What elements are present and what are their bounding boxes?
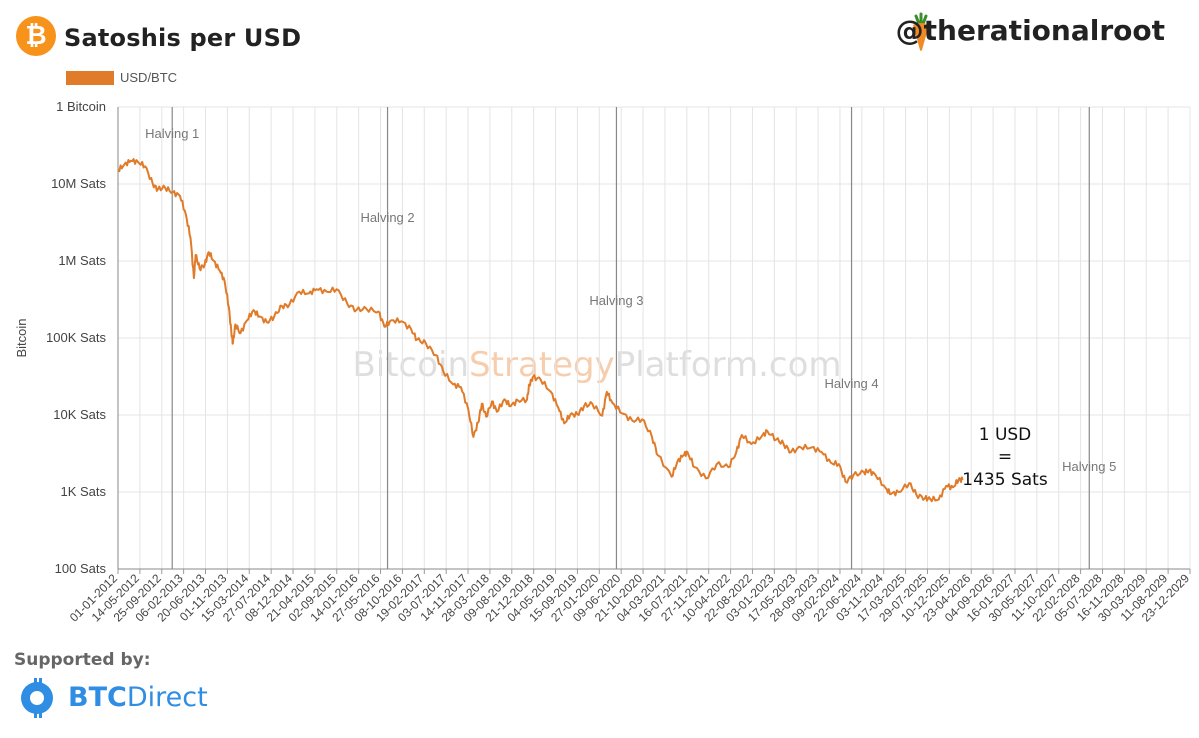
y-tick-label: 1K Sats	[60, 484, 106, 499]
y-tick-label: 1M Sats	[58, 253, 106, 268]
series-area	[117, 158, 964, 503]
sponsor-name-bold: BTC	[68, 682, 127, 713]
watermark-part-1: Bitcoin	[352, 345, 469, 385]
gridlines	[117, 106, 1191, 570]
y-axis-label: Bitcoin	[14, 318, 29, 357]
chart-legend[interactable]: USD/BTC	[66, 70, 177, 85]
bitcoin-logo-icon: ₿	[16, 16, 56, 56]
y-tick-label: 100 Sats	[55, 561, 107, 576]
current-value-annotation: 1 USD= 1435 Sats	[962, 425, 1048, 490]
y-tick-label: 1 Bitcoin	[56, 99, 106, 114]
halving-label: Halving 1	[145, 126, 199, 141]
legend-swatch	[66, 70, 114, 85]
chart-title: Satoshis per USD	[64, 24, 302, 52]
author-handle: @therationalroot	[895, 14, 1165, 47]
legend-label: USD/BTC	[120, 70, 178, 85]
carrot-icon	[913, 12, 929, 51]
watermark-text: BitcoinStrategyPlatform.com	[352, 345, 841, 385]
annotation-line-3: 1435 Sats	[962, 470, 1048, 490]
annotation-line-2: =	[998, 447, 1012, 467]
halving-label: Halving 2	[360, 210, 414, 225]
watermark-part-3: Platform.com	[615, 345, 842, 385]
halving-label: Halving 4	[824, 376, 878, 391]
series-line-usd-btc	[117, 158, 964, 503]
halving-lines: Halving 1 Halving 2 Halving 3 Halving 4 Halv…	[145, 107, 1116, 569]
halving-label: Halving 3	[589, 293, 643, 308]
sponsor-logo-text[interactable]: BTCDirect	[68, 682, 208, 713]
y-tick-label: 10M Sats	[51, 176, 106, 191]
supported-by-label: Supported by:	[14, 650, 151, 670]
y-tick-label: 10K Sats	[53, 407, 106, 422]
annotation-line-1: 1 USD	[979, 425, 1032, 445]
btcdirect-logo-icon	[21, 678, 53, 718]
y-tick-label: 100K Sats	[46, 330, 106, 345]
chart-plot: BitcoinStrategyPlatform.com Halving 1Hal…	[14, 99, 1192, 625]
halving-label: Halving 5	[1062, 459, 1116, 474]
watermark: BitcoinStrategyPlatform.com	[352, 345, 841, 385]
x-axis-ticks: 01-01-201214-05-201225-09-201206-02-2013…	[67, 569, 1192, 625]
sponsor-name-light: Direct	[126, 682, 208, 713]
watermark-part-2: Strategy	[469, 345, 615, 385]
y-axis-ticks: 1 Bitcoin 10M Sats 1M Sats 100K Sats 10K Sat…	[46, 99, 106, 576]
